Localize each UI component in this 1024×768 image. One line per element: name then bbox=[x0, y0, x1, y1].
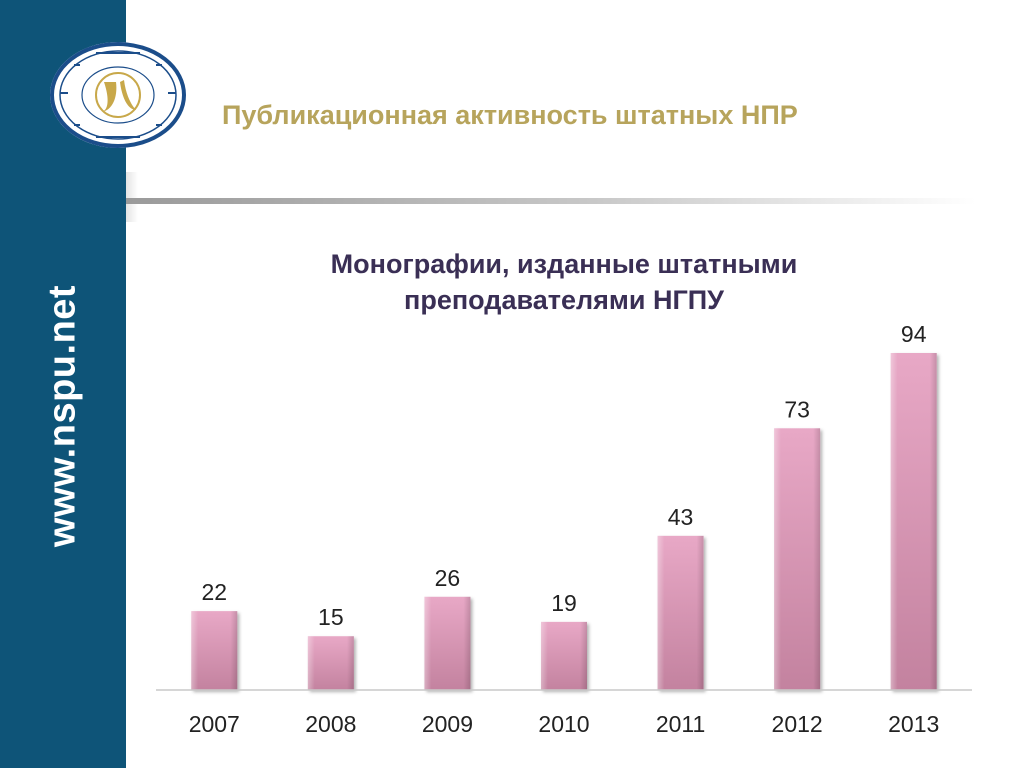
bar-2008 bbox=[307, 636, 354, 690]
bar-2013 bbox=[890, 353, 937, 690]
data-label-2008: 15 bbox=[318, 604, 344, 630]
bar-highlight-2012 bbox=[774, 428, 821, 690]
chart-title-line-2: преподавателями НГПУ bbox=[404, 285, 724, 315]
data-label-2012: 73 bbox=[784, 396, 810, 422]
bar-2012 bbox=[774, 428, 821, 690]
bar-2010 bbox=[541, 621, 587, 690]
university-logo-icon bbox=[50, 42, 186, 148]
x-tick-label-2007: 2007 bbox=[189, 711, 240, 737]
bar-2009 bbox=[424, 596, 471, 690]
bar-2007 bbox=[191, 611, 238, 690]
data-label-2010: 19 bbox=[551, 590, 577, 616]
x-tick-label-2012: 2012 bbox=[772, 711, 823, 737]
title-divider-accent bbox=[126, 172, 138, 222]
data-label-2007: 22 bbox=[201, 579, 227, 605]
data-label-2013: 94 bbox=[901, 321, 927, 347]
bar-highlight-2010 bbox=[541, 621, 587, 690]
x-tick-label-2009: 2009 bbox=[422, 711, 473, 737]
data-label-2009: 26 bbox=[435, 565, 461, 591]
bar-highlight-2009 bbox=[424, 596, 471, 690]
x-tick-label-2008: 2008 bbox=[305, 711, 356, 737]
bar-2011 bbox=[657, 535, 704, 690]
bar-highlight-2011 bbox=[657, 535, 704, 690]
chart-title: Монографии, изданные штатными преподават… bbox=[214, 246, 914, 318]
page-title: Публикационная активность штатных НПР bbox=[222, 100, 798, 130]
bar-highlight-2007 bbox=[191, 611, 238, 690]
bar-highlight-2008 bbox=[307, 636, 354, 690]
bar-highlight-2013 bbox=[890, 353, 937, 690]
data-label-2011: 43 bbox=[668, 504, 694, 530]
x-tick-label-2011: 2011 bbox=[656, 711, 705, 737]
chart-title-line-1: Монографии, изданные штатными bbox=[330, 249, 798, 279]
x-tick-label-2013: 2013 bbox=[888, 711, 939, 737]
title-divider bbox=[126, 198, 976, 204]
x-tick-label-2010: 2010 bbox=[538, 711, 589, 737]
